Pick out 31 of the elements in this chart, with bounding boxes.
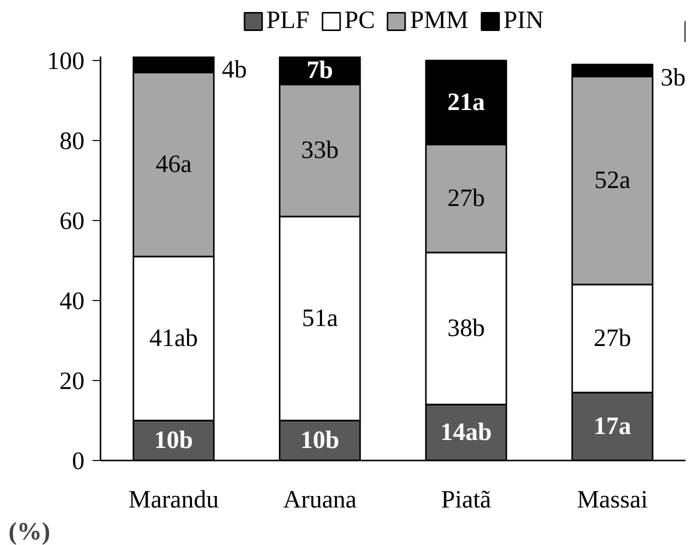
data-label: 46a [156, 151, 192, 178]
y-tick-label: 0 [72, 448, 84, 475]
legend-label: PMM [410, 7, 468, 35]
data-label: 52a [594, 167, 630, 194]
data-label: 41ab [149, 325, 198, 352]
data-label: 7b [306, 57, 334, 84]
data-label: 4b [222, 56, 247, 84]
y-tick-label: 80 [60, 128, 84, 155]
legend-label: PC [344, 7, 376, 35]
legend-label: PLF [266, 7, 310, 35]
data-label: 21a [447, 89, 486, 116]
y-tick-label: 40 [60, 288, 84, 315]
legend-label: PIN [503, 7, 544, 35]
data-label: 10b [154, 427, 194, 454]
y-tick-label: 100 [47, 48, 84, 75]
x-tick-label: Aruana [283, 486, 357, 514]
data-label: 14ab [440, 419, 492, 446]
data-label: 33b [301, 137, 339, 164]
data-label: 27b [594, 325, 632, 352]
y-tick-label: 20 [60, 368, 84, 395]
y-tick-label: 60 [60, 208, 84, 235]
x-tick-label: Marandu [128, 486, 220, 514]
data-label: 10b [300, 427, 340, 454]
data-label: 17a [594, 413, 632, 440]
data-label: 38b [447, 315, 485, 342]
y-axis-title: (%) [8, 518, 50, 545]
data-label: 51a [302, 305, 338, 332]
x-tick-label: Piatã [441, 486, 492, 514]
data-label: 3b [660, 64, 686, 92]
data-label: 27b [447, 185, 485, 212]
x-tick-label: Massai [576, 486, 648, 514]
